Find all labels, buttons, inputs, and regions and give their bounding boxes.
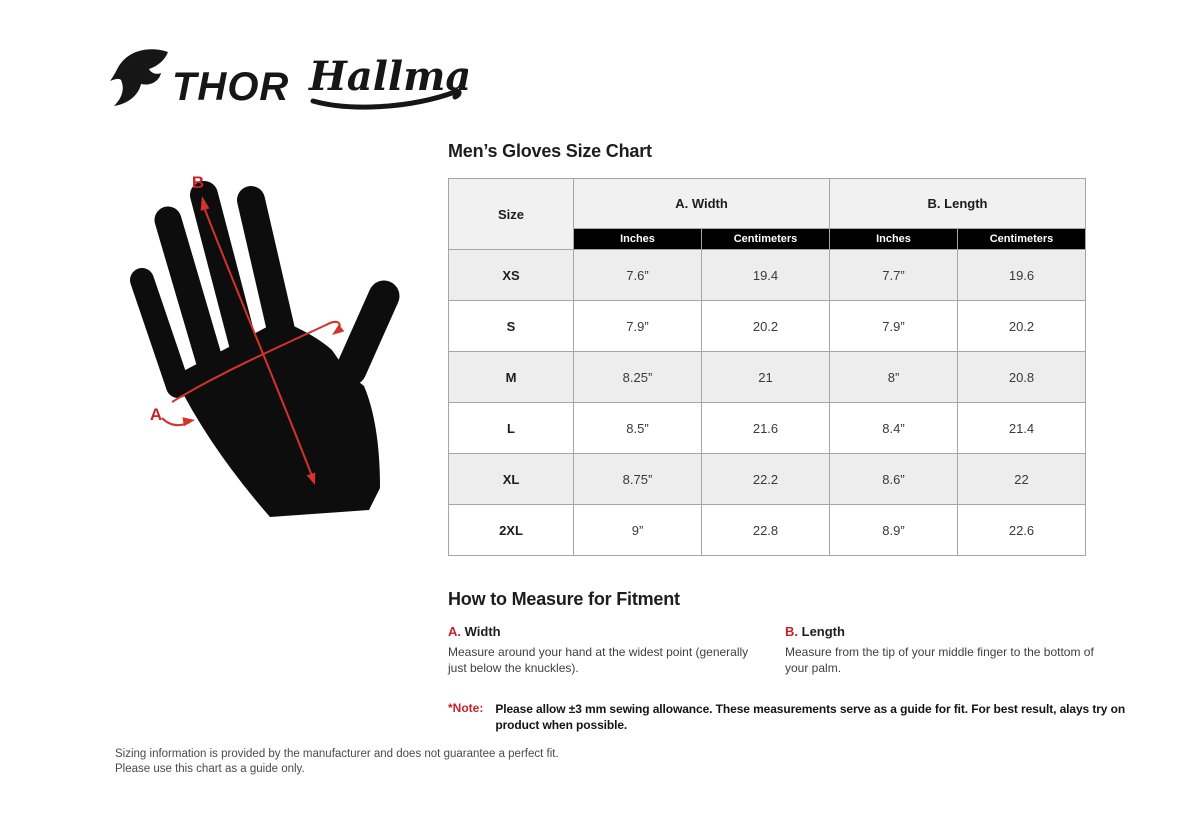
- measure-width-key: A.: [448, 624, 461, 639]
- width-inches-value: 9”: [573, 504, 702, 556]
- size-label: XS: [448, 249, 574, 301]
- size-chart-title: Men’s Gloves Size Chart: [448, 141, 652, 161]
- note-label: *Note:: [448, 701, 484, 715]
- measure-width-text: Measure around your hand at the widest p…: [448, 645, 749, 676]
- width-cm-value: 21.6: [701, 402, 830, 454]
- length-cm-value: 22: [957, 453, 1086, 505]
- width-inches-value: 8.25”: [573, 351, 702, 403]
- measure-length-label: Length: [801, 624, 845, 639]
- measure-width-heading: A. Width: [448, 624, 768, 639]
- hallman-swash: [310, 89, 462, 110]
- width-inches-value: 8.75”: [573, 453, 702, 505]
- size-chart-table: Size A. Width B. Length Inches Centimete…: [448, 178, 1086, 556]
- thor-goat-icon: [110, 49, 168, 106]
- width-inches-value: 7.6”: [573, 249, 702, 301]
- glove-measurement-diagram: B A: [130, 173, 400, 517]
- measure-section-title: How to Measure for Fitment: [448, 589, 680, 609]
- column-header-length: B. Length: [829, 178, 1086, 229]
- table-row-s: S 7.9” 20.2 7.9” 20.2: [448, 300, 1086, 352]
- glove-silhouette-icon: [130, 181, 400, 517]
- arrowheads: [182, 196, 345, 485]
- length-inches-value: 7.9”: [829, 300, 958, 352]
- length-inches-value: 7.7”: [829, 249, 958, 301]
- measure-length-heading: B. Length: [785, 624, 1095, 639]
- table-row-xs: XS 7.6” 19.4 7.7” 19.6: [448, 249, 1086, 301]
- unit-header-length-cm: Centimeters: [957, 228, 1086, 250]
- size-label: S: [448, 300, 574, 352]
- length-inches-value: 8.4”: [829, 402, 958, 454]
- length-cm-value: 19.6: [957, 249, 1086, 301]
- length-inches-value: 8.9”: [829, 504, 958, 556]
- measure-width-block: A. Width Measure around your hand at the…: [448, 624, 768, 676]
- sizing-note: *Note: Please allow ±3 mm sewing allowan…: [448, 701, 1125, 733]
- column-header-size: Size: [448, 178, 574, 250]
- hallman-logo-text: Hallman: [308, 53, 468, 100]
- thor-logo-text: THOR: [172, 65, 289, 109]
- hallman-logo: Hallman: [308, 53, 468, 110]
- width-arrow-a: [171, 320, 341, 403]
- measure-length-key: B.: [785, 624, 798, 639]
- width-cm-value: 20.2: [701, 300, 830, 352]
- table-row-2xl: 2XL 9” 22.8 8.9” 22.6: [448, 504, 1086, 556]
- table-group-header-row: Size A. Width B. Length: [448, 178, 1086, 250]
- size-label: 2XL: [448, 504, 574, 556]
- size-label: XL: [448, 453, 574, 505]
- length-inches-value: 8.6”: [829, 453, 958, 505]
- column-header-width: A. Width: [573, 178, 830, 229]
- thor-logo: THOR: [110, 49, 289, 109]
- disclaimer: Sizing information is provided by the ma…: [115, 747, 559, 777]
- unit-header-width-inches: Inches: [573, 228, 702, 250]
- measure-width-label: Width: [464, 624, 501, 639]
- length-cm-value: 22.6: [957, 504, 1086, 556]
- length-arrow-b: [201, 201, 313, 477]
- width-cm-value: 19.4: [701, 249, 830, 301]
- size-label: L: [448, 402, 574, 454]
- size-label: M: [448, 351, 574, 403]
- length-cm-value: 21.4: [957, 402, 1086, 454]
- width-inches-value: 8.5”: [573, 402, 702, 454]
- measure-length-block: B. Length Measure from the tip of your m…: [785, 624, 1095, 676]
- note-text: Please allow ±3 mm sewing allowance. The…: [495, 702, 1126, 733]
- measure-length-text: Measure from the tip of your middle fing…: [785, 645, 1094, 676]
- width-inches-value: 7.9”: [573, 300, 702, 352]
- length-inches-value: 8”: [829, 351, 958, 403]
- unit-header-width-cm: Centimeters: [701, 228, 830, 250]
- diagram-label-a: A: [150, 405, 162, 424]
- disclaimer-line-2: Please use this chart as a guide only.: [115, 763, 305, 775]
- length-cm-value: 20.8: [957, 351, 1086, 403]
- width-cm-value: 22.8: [701, 504, 830, 556]
- width-cm-value: 21: [701, 351, 830, 403]
- table-row-l: L 8.5” 21.6 8.4” 21.4: [448, 402, 1086, 454]
- table-row-m: M 8.25” 21 8” 20.8: [448, 351, 1086, 403]
- length-cm-value: 20.2: [957, 300, 1086, 352]
- disclaimer-line-1: Sizing information is provided by the ma…: [115, 748, 559, 760]
- width-cm-value: 22.2: [701, 453, 830, 505]
- diagram-label-b: B: [192, 173, 204, 192]
- table-row-xl: XL 8.75” 22.2 8.6” 22: [448, 453, 1086, 505]
- unit-header-length-inches: Inches: [829, 228, 958, 250]
